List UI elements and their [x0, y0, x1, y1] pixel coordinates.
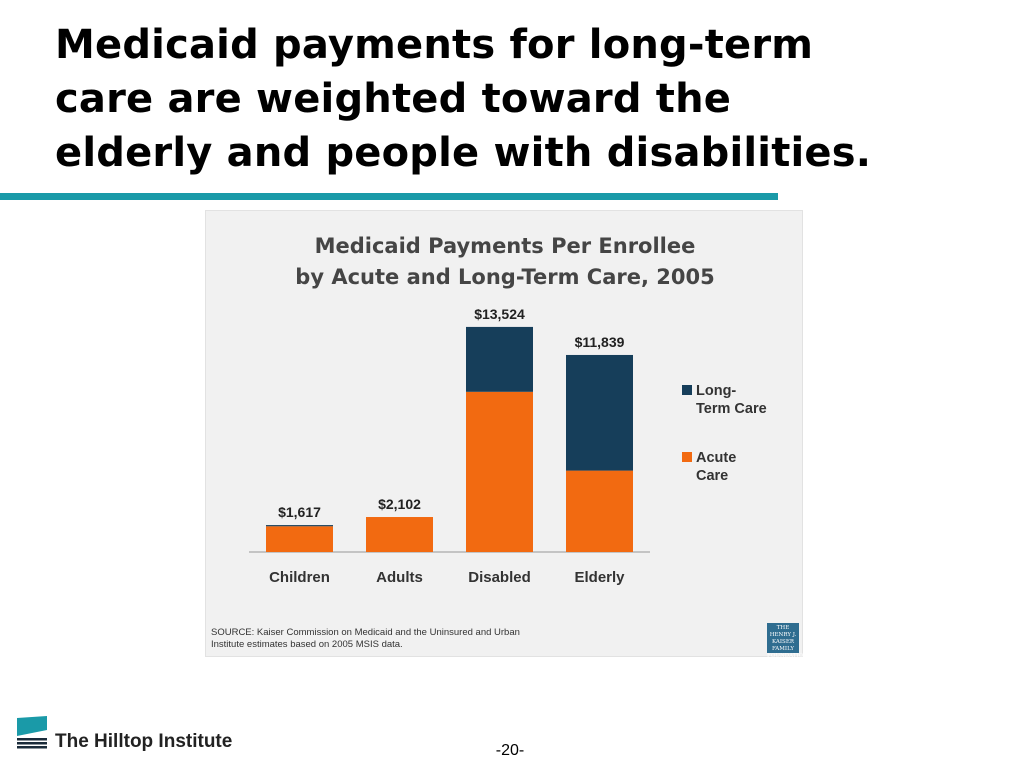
data-label-elderly: $11,839 — [575, 334, 625, 350]
x-tick-label-adults: Adults — [376, 569, 423, 586]
bar-elderly-acute-care — [566, 470, 633, 552]
slide-title-line: elderly and people with disabilities. — [55, 130, 872, 176]
bar-disabled-acute-care — [466, 391, 533, 552]
bar-children-long-term-care — [266, 525, 333, 527]
bar-disabled-long-term-care — [466, 326, 533, 392]
chart-title-line: Medicaid Payments Per Enrollee — [314, 234, 696, 258]
slide-title-line: care are weighted toward the — [55, 76, 732, 122]
logo-text: FAMILY — [771, 646, 795, 652]
logo-text: KAISER — [772, 639, 794, 645]
bar-chart: $1,617 Children $2,102 Adults $13,524 Disable… — [249, 306, 767, 586]
bar-elderly-long-term-care — [566, 354, 633, 471]
page-number: -20- — [495, 742, 525, 759]
data-label-adults: $2,102 — [378, 496, 421, 512]
x-tick-label-disabled: Disabled — [468, 569, 531, 586]
source-line: Institute estimates based on 2005 MSIS d… — [211, 639, 403, 650]
legend-label: Care — [696, 468, 728, 484]
legend-label: Long- — [696, 383, 736, 399]
logo-text: THE HENRY J. — [769, 625, 797, 638]
data-label-disabled: $13,524 — [474, 306, 525, 322]
x-tick-label-elderly: Elderly — [574, 569, 625, 586]
legend-label: Term Care — [696, 401, 767, 417]
source-line: SOURCE: Kaiser Commission on Medicaid an… — [211, 627, 520, 638]
chart-panel: Medicaid Payments Per Enrollee by Acute … — [205, 210, 808, 659]
legend-swatch — [682, 452, 692, 462]
chart-source-note: SOURCE: Kaiser Commission on Medicaid an… — [211, 627, 520, 651]
legend-swatch — [682, 385, 692, 395]
chart-title-line: by Acute and Long-Term Care, 2005 — [295, 265, 715, 289]
legend-label: Acute — [696, 450, 736, 466]
hilltop-logo-icon — [17, 716, 47, 749]
title-divider — [0, 193, 778, 200]
bar-children-acute-care — [266, 526, 333, 552]
kaiser-family-foundation-logo: THE HENRY J. KAISER FAMILY FOUNDATION — [767, 623, 808, 659]
logo-text: FOUNDATION — [767, 653, 809, 659]
chart-title: Medicaid Payments Per Enrollee by Acute … — [206, 231, 804, 293]
slide-title-line: Medicaid payments for long-term — [55, 22, 814, 68]
bar-adults-acute-care — [366, 517, 433, 552]
x-tick-label-children: Children — [269, 569, 330, 586]
slide-title: Medicaid payments for long-term care are… — [55, 18, 995, 180]
data-label-children: $1,617 — [278, 504, 321, 520]
institution-name: The Hilltop Institute — [55, 731, 233, 752]
